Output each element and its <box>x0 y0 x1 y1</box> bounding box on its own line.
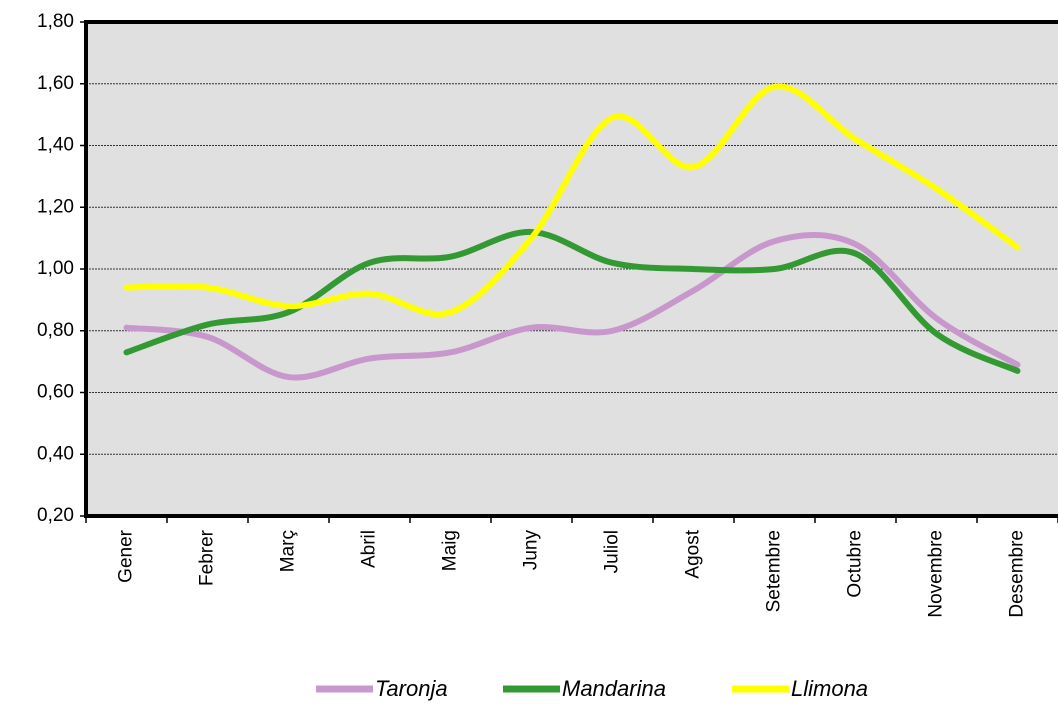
y-tick-label: 1,40 <box>37 135 74 156</box>
x-tick-label: Juliol <box>602 530 623 573</box>
x-tick-label: Setembre <box>764 530 785 612</box>
y-tick-label: 0,40 <box>37 443 74 464</box>
legend-label: Mandarina <box>562 676 666 701</box>
x-tick-label: Novembre <box>926 530 947 618</box>
legend-label: Llimona <box>791 676 868 701</box>
x-tick-label: Gener <box>116 529 137 582</box>
x-tick-label: Abril <box>359 530 380 568</box>
x-tick-label: Juny <box>521 530 542 571</box>
y-tick-label: 0,20 <box>37 505 74 526</box>
x-tick-label: Agost <box>683 529 704 578</box>
x-tick-label: Maig <box>440 530 461 571</box>
y-tick-label: 1,00 <box>37 258 74 279</box>
x-tick-label: Febrer <box>197 529 218 586</box>
series-line <box>123 83 1021 317</box>
x-tick-label: Octubre <box>845 530 866 598</box>
y-tick-label: 1,80 <box>37 11 74 32</box>
y-tick-label: 1,60 <box>37 73 74 94</box>
series-line <box>123 228 1021 374</box>
legend-label: Taronja <box>375 676 448 701</box>
y-tick-label: 0,80 <box>37 320 74 341</box>
x-tick-label: Març <box>278 530 299 572</box>
x-tick-label: Desembre <box>1007 530 1028 618</box>
series-line <box>123 232 1021 381</box>
y-tick-label: 0,60 <box>37 382 74 403</box>
y-tick-label: 1,20 <box>37 196 74 217</box>
